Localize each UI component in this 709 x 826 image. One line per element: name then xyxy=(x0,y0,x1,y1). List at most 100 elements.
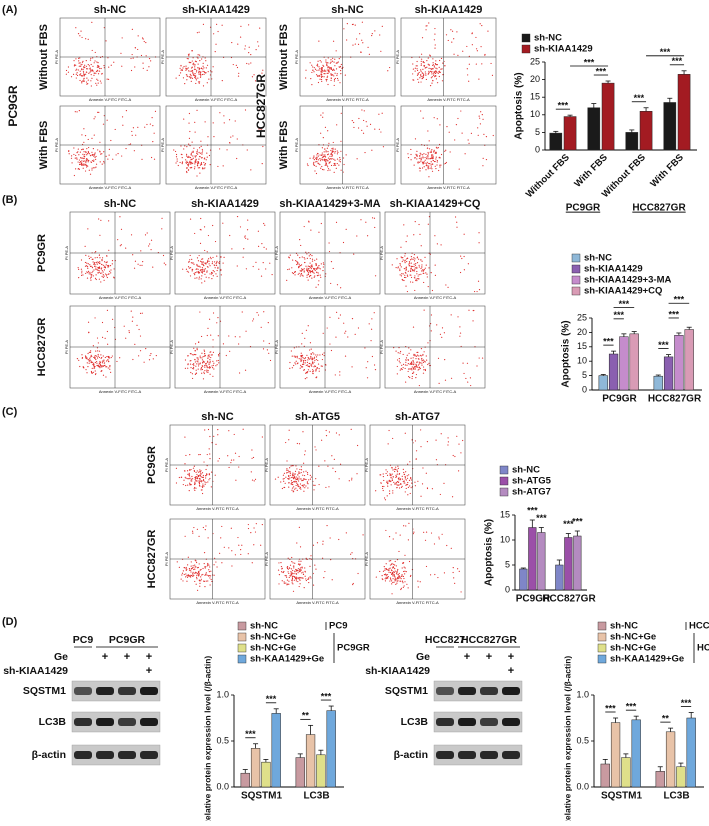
flow-event xyxy=(198,158,200,160)
flow-event xyxy=(301,480,303,482)
flow-event xyxy=(74,157,76,159)
flow-event xyxy=(405,525,407,527)
flow-event xyxy=(206,474,208,476)
flow-event xyxy=(309,358,311,360)
flow-event xyxy=(421,167,424,169)
flow-event xyxy=(433,66,435,68)
flow-event xyxy=(294,570,296,572)
flow-event xyxy=(81,164,83,167)
flow-event xyxy=(80,65,82,68)
flow-event xyxy=(251,457,253,459)
flow-event xyxy=(321,75,323,78)
flow-event xyxy=(192,571,194,573)
y-tick-label: 25 xyxy=(530,56,540,66)
flow-event xyxy=(82,79,84,82)
flow-event xyxy=(94,317,96,319)
flow-event xyxy=(129,143,132,145)
flow-event xyxy=(383,485,385,488)
flow-event xyxy=(414,157,416,159)
flow-event xyxy=(187,271,190,273)
flow-event xyxy=(299,487,301,489)
flow-event xyxy=(134,343,136,345)
flow-event xyxy=(74,111,76,113)
flow-event xyxy=(414,267,416,269)
flow-event xyxy=(332,40,335,42)
flow-event xyxy=(429,163,431,165)
flow-event xyxy=(80,157,83,159)
flow-event xyxy=(194,478,196,480)
flow-event xyxy=(107,356,109,358)
flow-event xyxy=(417,364,420,366)
legend-label: sh-NC+Ge xyxy=(610,643,656,654)
significance-label: *** xyxy=(572,516,583,526)
flow-event xyxy=(192,573,194,575)
flow-event xyxy=(410,477,412,479)
flow-event xyxy=(282,571,284,573)
flow-event xyxy=(395,482,397,484)
flow-event xyxy=(403,482,405,484)
flow-event xyxy=(201,366,203,369)
flow-y-axis-label: PI PE-A xyxy=(54,50,59,65)
flow-event xyxy=(81,354,83,356)
blot-band xyxy=(118,687,136,695)
flow-event xyxy=(198,67,200,69)
flow-event xyxy=(425,355,427,357)
flow-event xyxy=(238,455,240,458)
flow-event xyxy=(298,563,300,565)
flow-event xyxy=(196,478,198,480)
flow-event xyxy=(434,63,437,65)
flow-event xyxy=(313,156,315,158)
flow-event xyxy=(404,554,406,556)
flow-event xyxy=(456,31,458,33)
flow-event xyxy=(301,354,304,356)
flow-event xyxy=(131,320,133,322)
flow-event xyxy=(190,262,192,264)
flow-event xyxy=(288,429,290,431)
flow-event xyxy=(185,155,188,157)
flow-event xyxy=(325,150,327,152)
flow-event xyxy=(200,278,202,280)
flow-event xyxy=(94,356,96,358)
flow-event xyxy=(193,168,196,170)
flow-event xyxy=(101,272,103,274)
flow-event xyxy=(104,266,107,268)
flow-event xyxy=(175,482,178,484)
column-header: sh-NC xyxy=(104,198,136,210)
flow-event xyxy=(289,472,291,474)
flow-event xyxy=(397,573,399,576)
flow-event xyxy=(432,80,434,82)
flow-event xyxy=(301,484,303,487)
flow-event xyxy=(389,567,391,569)
flow-event xyxy=(403,276,406,279)
flow-event xyxy=(197,167,199,169)
legend-swatch xyxy=(597,654,607,664)
flow-event xyxy=(398,347,400,349)
flow-event xyxy=(189,275,192,277)
flow-event xyxy=(228,430,230,432)
flow-event xyxy=(307,265,309,267)
flow-event xyxy=(210,334,212,336)
flow-event xyxy=(391,567,394,569)
column-header: sh-ATG7 xyxy=(395,411,440,423)
flow-event xyxy=(342,157,345,159)
flow-event xyxy=(300,471,302,474)
flow-event xyxy=(340,150,342,152)
flow-event xyxy=(433,543,436,545)
flow-event xyxy=(303,225,305,228)
flow-event xyxy=(294,576,296,578)
flow-event xyxy=(420,110,422,112)
flow-event xyxy=(379,570,381,573)
flow-event xyxy=(191,268,194,271)
significance-label: *** xyxy=(613,310,624,320)
flow-event xyxy=(107,359,109,361)
flow-event xyxy=(79,79,81,82)
flow-event xyxy=(416,351,418,354)
flow-event xyxy=(436,324,438,326)
flow-event xyxy=(98,356,101,359)
flow-event xyxy=(321,165,323,168)
flow-event xyxy=(320,74,322,76)
protein-label: LC3B xyxy=(39,716,67,728)
flow-event xyxy=(89,277,92,279)
flow-event xyxy=(194,155,196,157)
flow-event xyxy=(415,65,417,67)
